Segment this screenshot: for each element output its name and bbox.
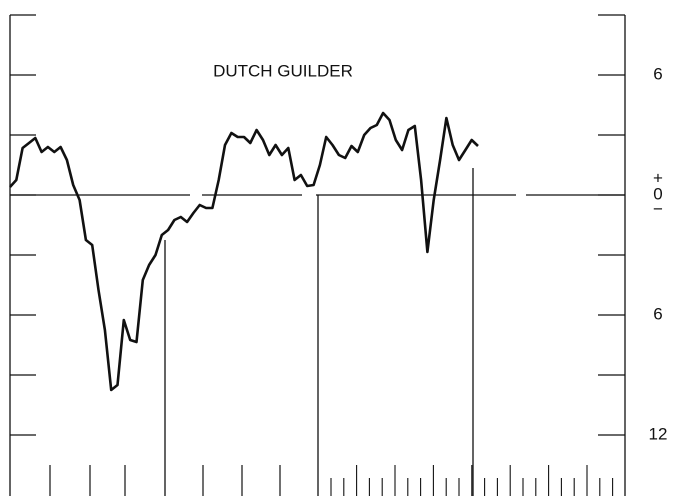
frame	[9, 15, 626, 496]
chart-title: DUTCH GUILDER	[213, 61, 353, 80]
y-tick-label: 0	[653, 184, 662, 203]
y-tick-label: 6	[653, 304, 662, 323]
zero-sign: +	[653, 168, 663, 187]
line	[9, 111, 479, 392]
y-tick-label: 6	[653, 64, 662, 83]
y-tick-label: 12	[649, 424, 668, 443]
zero-sign: −	[653, 199, 663, 218]
